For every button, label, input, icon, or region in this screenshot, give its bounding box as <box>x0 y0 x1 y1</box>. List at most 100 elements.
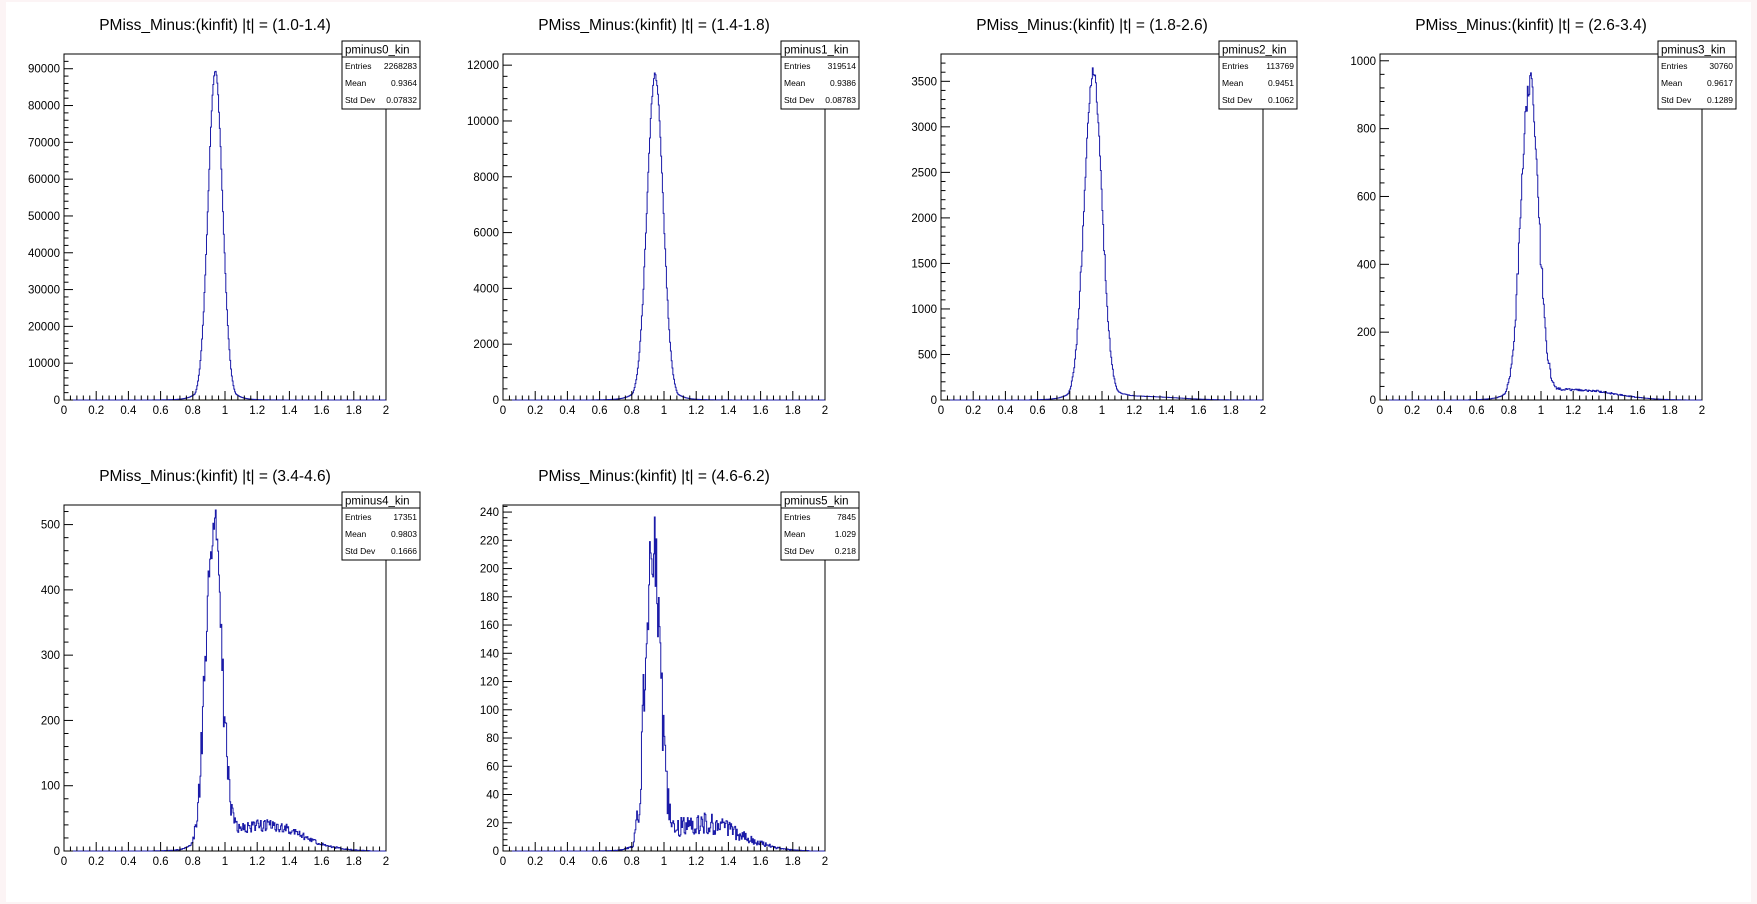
histogram-panel-2: PMiss_Minus:(kinfit) |t| = (1.8-2.6) 0 0.2… <box>911 17 1298 417</box>
x-tick-label: 1.8 <box>785 405 801 417</box>
histogram-line <box>503 516 825 852</box>
y-tick-label: 20 <box>486 818 499 830</box>
x-tick-label: 1.8 <box>1223 405 1239 417</box>
y-tick-label: 30000 <box>28 285 60 297</box>
y-tick-label: 800 <box>1357 124 1376 136</box>
x-tick-label: 0.8 <box>185 856 201 868</box>
y-tick-label: 20000 <box>28 321 60 333</box>
stats-value-std-dev: 0.218 <box>835 546 857 556</box>
chart-title: PMiss_Minus:(kinfit) |t| = (2.6-3.4) <box>1415 17 1647 34</box>
x-tick-label: 0.8 <box>624 405 640 417</box>
y-tick-label: 40000 <box>28 248 60 260</box>
y-tick-label: 6000 <box>473 228 499 240</box>
stats-value-std-dev: 0.1289 <box>1707 95 1733 105</box>
x-tick-label: 1 <box>661 856 667 868</box>
stats-value-entries: 319514 <box>828 61 857 71</box>
stats-value-std-dev: 0.08783 <box>825 95 856 105</box>
stats-label-entries: Entries <box>345 512 371 522</box>
x-tick-label: 0 <box>61 856 67 868</box>
plot-frame <box>1379 53 1703 401</box>
y-tick-label: 4000 <box>473 283 499 295</box>
stats-value-std-dev: 0.1666 <box>391 546 417 556</box>
y-tick-label: 200 <box>41 715 60 727</box>
stats-label-mean: Mean <box>1222 78 1244 88</box>
stats-label-std-dev: Std Dev <box>784 95 815 105</box>
x-tick-label: 2 <box>383 405 389 417</box>
stats-label-std-dev: Std Dev <box>345 546 376 556</box>
histogram-line <box>1380 72 1702 401</box>
y-tick-label: 180 <box>480 592 499 604</box>
stats-box: pminus5_kin Entries 7845 Mean 1.029 Std Dev 0.… <box>780 491 860 561</box>
plot-canvas: PMiss_Minus:(kinfit) |t| = (1.0-1.4) 0 0.2… <box>6 2 1751 902</box>
stats-label-std-dev: Std Dev <box>784 546 815 556</box>
y-tick-label: 60 <box>486 761 499 773</box>
y-tick-label: 0 <box>54 395 60 407</box>
y-tick-label: 500 <box>41 520 60 532</box>
x-tick-label: 0.8 <box>624 856 640 868</box>
y-tick-label: 600 <box>1357 191 1376 203</box>
histogram-panel-5: PMiss_Minus:(kinfit) |t| = (4.6-6.2) 0 0.2… <box>480 468 860 868</box>
x-tick-label: 0 <box>938 405 944 417</box>
x-tick-label: 1.4 <box>1597 405 1614 417</box>
x-tick-label: 0.2 <box>527 856 543 868</box>
x-tick-label: 0.8 <box>1501 405 1517 417</box>
y-tick-label: 80 <box>486 733 499 745</box>
x-tick-label: 0.8 <box>185 405 201 417</box>
x-tick-label: 2 <box>822 856 828 868</box>
stats-value-std-dev: 0.07832 <box>386 95 417 105</box>
y-tick-label: 100 <box>480 705 499 717</box>
y-tick-label: 500 <box>918 349 937 361</box>
x-tick-label: 0.2 <box>965 405 981 417</box>
x-tick-label: 1.2 <box>1126 405 1142 417</box>
x-tick-label: 1.2 <box>249 856 265 868</box>
stats-box: pminus1_kin Entries 319514 Mean 0.9386 Std De… <box>780 40 860 110</box>
x-tick-label: 0.2 <box>88 405 104 417</box>
x-tick-label: 1.4 <box>720 856 737 868</box>
stats-value-mean: 1.029 <box>835 529 857 539</box>
stats-histogram-name: pminus1_kin <box>784 45 849 57</box>
stats-label-entries: Entries <box>345 61 371 71</box>
y-tick-label: 400 <box>41 585 60 597</box>
x-tick-label: 0.6 <box>592 856 608 868</box>
x-tick-label: 0.6 <box>1469 405 1485 417</box>
x-tick-label: 1.8 <box>346 405 362 417</box>
x-tick-label: 1 <box>1538 405 1544 417</box>
stats-value-entries: 113769 <box>1266 61 1294 71</box>
stats-label-entries: Entries <box>784 61 810 71</box>
y-tick-label: 12000 <box>467 60 499 72</box>
stats-box: pminus3_kin Entries 30760 Mean 0.9617 Std Dev… <box>1657 40 1737 110</box>
x-tick-label: 1.6 <box>314 405 330 417</box>
y-tick-label: 10000 <box>28 358 60 370</box>
stats-label-mean: Mean <box>345 78 367 88</box>
y-tick-label: 0 <box>493 395 499 407</box>
x-tick-label: 0.4 <box>997 405 1014 417</box>
chart-title: PMiss_Minus:(kinfit) |t| = (4.6-6.2) <box>538 468 770 485</box>
x-tick-label: 1.4 <box>720 405 737 417</box>
y-tick-label: 240 <box>480 507 499 519</box>
stats-histogram-name: pminus5_kin <box>784 496 849 508</box>
y-tick-label: 0 <box>54 846 60 858</box>
y-tick-label: 90000 <box>28 64 60 76</box>
x-tick-label: 0.2 <box>88 856 104 868</box>
x-tick-label: 2 <box>822 405 828 417</box>
stats-box-frame <box>341 40 421 110</box>
y-tick-label: 100 <box>41 781 60 793</box>
x-tick-label: 1.2 <box>688 856 704 868</box>
y-tick-label: 8000 <box>473 172 499 184</box>
y-tick-label: 200 <box>480 564 499 576</box>
y-tick-label: 80000 <box>28 101 60 113</box>
stats-value-entries: 17351 <box>393 512 417 522</box>
stats-box: pminus2_kin Entries 113769 Mean 0.9451 Std De… <box>1218 40 1298 110</box>
stats-label-mean: Mean <box>784 78 806 88</box>
histogram-line <box>64 70 386 401</box>
y-tick-label: 160 <box>480 620 499 632</box>
y-tick-label: 60000 <box>28 174 60 186</box>
stats-box-frame <box>341 491 421 561</box>
x-tick-label: 0.6 <box>592 405 608 417</box>
y-tick-label: 140 <box>480 648 499 660</box>
y-tick-label: 1000 <box>1350 56 1376 68</box>
histogram-line <box>941 67 1263 401</box>
x-tick-label: 1.6 <box>753 405 769 417</box>
stats-value-entries: 2268283 <box>384 61 417 71</box>
histogram-panel-1: PMiss_Minus:(kinfit) |t| = (1.4-1.8) 0 0.2… <box>467 17 860 417</box>
